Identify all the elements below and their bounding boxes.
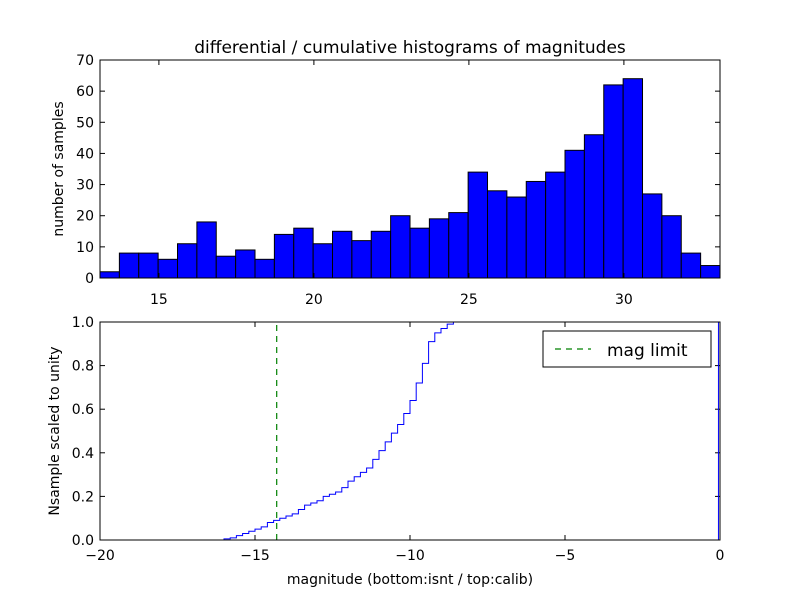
histogram-bar-31 (700, 265, 721, 279)
top-xtick-label-2: 25 (460, 292, 478, 308)
bottom-ylabel: Nsample scaled to unity (47, 346, 63, 515)
bottom-ytick-label-2: 0.4 (72, 446, 94, 462)
bottom-ytick-label-3: 0.6 (72, 402, 94, 418)
bottom-xtick-label-0: −20 (85, 548, 115, 564)
top-ytick-label-2: 20 (76, 209, 94, 225)
bottom-panel: magnitude (bottom:isnt / top:calib) Nsam… (47, 315, 724, 588)
series-line-cumulative (100, 321, 719, 541)
histogram-bar-24 (564, 149, 585, 279)
histogram-bar-30 (680, 252, 702, 279)
histogram-bar-19 (467, 171, 489, 279)
top-plot-frame (99, 59, 721, 279)
top-xtick-label-3: 30 (615, 292, 633, 308)
histogram-bar-17 (428, 218, 450, 279)
histogram-bar-22 (525, 180, 547, 279)
histogram-bar-7 (235, 249, 256, 279)
top-xtick-label-1: 20 (305, 292, 323, 308)
top-ytick-label-5: 50 (76, 115, 94, 131)
top-ytick-label-7: 70 (76, 53, 94, 69)
histogram-bar-21 (506, 196, 527, 279)
bottom-xtick-label-3: −5 (555, 548, 576, 564)
histogram-bar-10 (293, 227, 314, 279)
histogram-bar-25 (583, 134, 605, 279)
histogram-bar-9 (273, 233, 295, 279)
top-ytick-label-4: 40 (76, 146, 94, 162)
histogram-bar-15 (390, 215, 411, 279)
histogram-bar-16 (409, 227, 430, 279)
top-ytick-label-0: 0 (85, 271, 94, 287)
histogram-bar-8 (254, 258, 275, 279)
bottom-xtick-label-2: −10 (395, 548, 425, 564)
histogram-bar-5 (196, 221, 217, 279)
histogram-bar-20 (487, 190, 508, 279)
bottom-ticks: −20 −15 −10 −5 0 0.0 0.2 0.4 0.6 0.8 1.0 (72, 315, 725, 564)
top-title: differential / cumulative histograms of … (194, 38, 626, 58)
bottom-ytick-label-1: 0.2 (72, 489, 94, 505)
histogram-bar-11 (312, 243, 334, 279)
histogram-bar-23 (545, 171, 566, 279)
histogram-bar-14 (370, 230, 392, 279)
histogram-bar-13 (351, 240, 372, 279)
histogram-bar-26 (603, 84, 624, 279)
histogram-bar-6 (215, 255, 237, 279)
bottom-xtick-label-4: 0 (716, 548, 725, 564)
top-ytick-label-6: 60 (76, 84, 94, 100)
top-ytick-label-3: 30 (76, 178, 94, 194)
histogram-bar-12 (332, 230, 353, 279)
top-bars (99, 78, 721, 279)
bottom-xtick-label-1: −15 (240, 548, 270, 564)
histogram-bar-28 (642, 193, 663, 279)
histogram-bar-3 (157, 258, 179, 279)
bottom-ytick-label-0: 0.0 (72, 533, 94, 549)
top-ytick-label-1: 10 (76, 240, 94, 256)
histogram-bar-27 (622, 78, 644, 279)
top-panel: differential / cumulative histograms of … (51, 38, 721, 308)
histogram-bar-18 (448, 212, 469, 279)
bottom-ytick-label-5: 1.0 (72, 315, 94, 331)
top-ylabel: number of samples (51, 101, 67, 236)
histogram-bar-4 (177, 243, 198, 279)
top-xtick-label-0: 15 (150, 292, 168, 308)
legend-label-mag-limit: mag limit (607, 341, 688, 361)
bottom-lines (100, 321, 719, 541)
histogram-bar-0 (99, 271, 120, 279)
bottom-plot-frame (99, 321, 721, 541)
bottom-ytick-label-4: 0.8 (72, 359, 94, 375)
histogram-bar-1 (118, 252, 140, 279)
histogram-bar-2 (138, 252, 159, 279)
histogram-bar-29 (661, 215, 682, 279)
bottom-xlabel: magnitude (bottom:isnt / top:calib) (287, 572, 533, 588)
legend: mag limit (542, 330, 712, 368)
